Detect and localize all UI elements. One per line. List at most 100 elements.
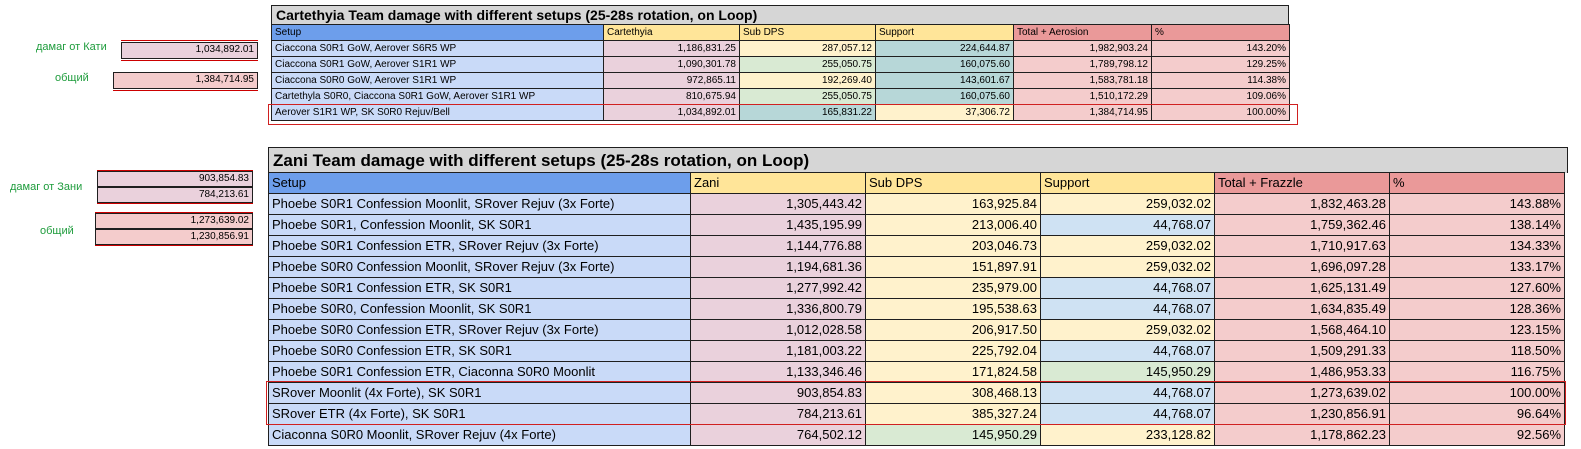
total-cell[interactable]: 1,273,639.02 <box>1214 382 1390 404</box>
header-percent[interactable]: % <box>1151 24 1290 41</box>
percent-cell[interactable]: 127.60% <box>1389 277 1565 299</box>
character-cell[interactable]: 1,090,301.78 <box>603 56 740 73</box>
setup-cell[interactable]: Phoebe S0R1 Confession ETR, SK S0R1 <box>268 277 691 299</box>
sub-dps-cell[interactable]: 192,269.40 <box>739 72 876 89</box>
character-cell[interactable]: 810,675.94 <box>603 88 740 105</box>
percent-cell[interactable]: 128.36% <box>1389 298 1565 320</box>
sub-dps-cell[interactable]: 308,468.13 <box>865 382 1041 404</box>
total-cell[interactable]: 1,568,464.10 <box>1214 319 1390 341</box>
setup-cell[interactable]: Ciaccona S0R0 GoW, Aerover S1R1 WP <box>271 72 604 89</box>
setup-cell[interactable]: Ciaccona S0R1 GoW, Aerover S1R1 WP <box>271 56 604 73</box>
percent-cell[interactable]: 143.20% <box>1151 40 1290 57</box>
sub-dps-cell[interactable]: 235,979.00 <box>865 277 1041 299</box>
setup-cell[interactable]: SRover ETR (4x Forte), SK S0R1 <box>268 403 691 425</box>
header-total[interactable]: Total + Frazzle <box>1214 172 1390 194</box>
support-cell[interactable]: 160,075.60 <box>875 56 1014 73</box>
percent-cell[interactable]: 133.17% <box>1389 256 1565 278</box>
total-cell[interactable]: 1,634,835.49 <box>1214 298 1390 320</box>
total-cell[interactable]: 1,230,856.91 <box>1214 403 1390 425</box>
setup-cell[interactable]: Phoebe S0R0, Confession Moonlit, SK S0R1 <box>268 298 691 320</box>
setup-cell[interactable]: Phoebe S0R1 Confession ETR, SRover Rejuv… <box>268 235 691 257</box>
character-cell[interactable]: 1,181,003.22 <box>690 340 866 362</box>
total-cell[interactable]: 1,625,131.49 <box>1214 277 1390 299</box>
total-cell[interactable]: 1,832,463.28 <box>1214 193 1390 215</box>
character-cell[interactable]: 1,435,195.99 <box>690 214 866 236</box>
total-cell[interactable]: 1,510,172.29 <box>1013 88 1152 105</box>
header-character[interactable]: Cartethyia <box>603 24 740 41</box>
percent-cell[interactable]: 138.14% <box>1389 214 1565 236</box>
setup-cell[interactable]: Ciaccona S0R1 GoW, Aerover S6R5 WP <box>271 40 604 57</box>
zani-total-cell-1[interactable]: 1,273,639.02 <box>95 213 253 229</box>
header-setup[interactable]: Setup <box>268 172 691 194</box>
zani-damage-cell-1[interactable]: 903,854.83 <box>97 171 253 187</box>
setup-cell[interactable]: Cartethyla S0R0, Ciaccona S0R1 GoW, Aero… <box>271 88 604 105</box>
setup-cell[interactable]: Phoebe S0R0 Confession ETR, SRover Rejuv… <box>268 319 691 341</box>
zani-damage-cell-2[interactable]: 784,213.61 <box>97 187 253 203</box>
setup-cell[interactable]: Phoebe S0R1 Confession Moonlit, SRover R… <box>268 193 691 215</box>
total-cell[interactable]: 1,509,291.33 <box>1214 340 1390 362</box>
total-cell[interactable]: 1,710,917.63 <box>1214 235 1390 257</box>
support-cell[interactable]: 44,768.07 <box>1040 382 1215 404</box>
total-cell[interactable]: 1,178,862.23 <box>1214 424 1390 446</box>
character-cell[interactable]: 1,194,681.36 <box>690 256 866 278</box>
header-support[interactable]: Support <box>1040 172 1215 194</box>
setup-cell[interactable]: Phoebe S0R0 Confession ETR, SK S0R1 <box>268 340 691 362</box>
sub-dps-cell[interactable]: 203,046.73 <box>865 235 1041 257</box>
sub-dps-cell[interactable]: 255,050.75 <box>739 88 876 105</box>
sub-dps-cell[interactable]: 165,831.22 <box>739 104 876 121</box>
support-cell[interactable]: 160,075.60 <box>875 88 1014 105</box>
header-percent[interactable]: % <box>1389 172 1565 194</box>
percent-cell[interactable]: 143.88% <box>1389 193 1565 215</box>
percent-cell[interactable]: 118.50% <box>1389 340 1565 362</box>
character-cell[interactable]: 972,865.11 <box>603 72 740 89</box>
setup-cell[interactable]: Phoebe S0R1 Confession ETR, Ciaconna S0R… <box>268 361 691 383</box>
sub-dps-cell[interactable]: 225,792.04 <box>865 340 1041 362</box>
support-cell[interactable]: 145,950.29 <box>1040 361 1215 383</box>
total-cell[interactable]: 1,759,362.46 <box>1214 214 1390 236</box>
total-cell[interactable]: 1,696,097.28 <box>1214 256 1390 278</box>
support-cell[interactable]: 143,601.67 <box>875 72 1014 89</box>
sub-dps-cell[interactable]: 151,897.91 <box>865 256 1041 278</box>
cart-damage-cell[interactable]: 1,034,892.01 <box>121 42 258 59</box>
percent-cell[interactable]: 96.64% <box>1389 403 1565 425</box>
percent-cell[interactable]: 123.15% <box>1389 319 1565 341</box>
support-cell[interactable]: 37,306.72 <box>875 104 1014 121</box>
character-cell[interactable]: 1,144,776.88 <box>690 235 866 257</box>
percent-cell[interactable]: 134.33% <box>1389 235 1565 257</box>
total-cell[interactable]: 1,583,781.18 <box>1013 72 1152 89</box>
header-total[interactable]: Total + Aerosion <box>1013 24 1152 41</box>
character-cell[interactable]: 764,502.12 <box>690 424 866 446</box>
support-cell[interactable]: 44,768.07 <box>1040 403 1215 425</box>
total-cell[interactable]: 1,486,953.33 <box>1214 361 1390 383</box>
percent-cell[interactable]: 114.38% <box>1151 72 1290 89</box>
header-sub-dps[interactable]: Sub DPS <box>739 24 876 41</box>
header-character[interactable]: Zani <box>690 172 866 194</box>
character-cell[interactable]: 1,012,028.58 <box>690 319 866 341</box>
total-cell[interactable]: 1,982,903.24 <box>1013 40 1152 57</box>
sub-dps-cell[interactable]: 385,327.24 <box>865 403 1041 425</box>
header-setup[interactable]: Setup <box>271 24 604 41</box>
sub-dps-cell[interactable]: 206,917.50 <box>865 319 1041 341</box>
sub-dps-cell[interactable]: 145,950.29 <box>865 424 1041 446</box>
percent-cell[interactable]: 129.25% <box>1151 56 1290 73</box>
setup-cell[interactable]: Aerover S1R1 WP, SK S0R0 Rejuv/Bell <box>271 104 604 121</box>
character-cell[interactable]: 1,277,992.42 <box>690 277 866 299</box>
setup-cell[interactable]: Ciaconna S0R0 Moonlit, SRover Rejuv (4x … <box>268 424 691 446</box>
cart-total-cell[interactable]: 1,384,714.95 <box>113 72 258 89</box>
setup-cell[interactable]: Phoebe S0R1, Confession Moonlit, SK S0R1 <box>268 214 691 236</box>
support-cell[interactable]: 44,768.07 <box>1040 214 1215 236</box>
sub-dps-cell[interactable]: 163,925.84 <box>865 193 1041 215</box>
support-cell[interactable]: 233,128.82 <box>1040 424 1215 446</box>
character-cell[interactable]: 1,186,831.25 <box>603 40 740 57</box>
support-cell[interactable]: 259,032.02 <box>1040 193 1215 215</box>
percent-cell[interactable]: 109.06% <box>1151 88 1290 105</box>
total-cell[interactable]: 1,789,798.12 <box>1013 56 1152 73</box>
support-cell[interactable]: 44,768.07 <box>1040 340 1215 362</box>
character-cell[interactable]: 1,034,892.01 <box>603 104 740 121</box>
percent-cell[interactable]: 100.00% <box>1151 104 1290 121</box>
header-support[interactable]: Support <box>875 24 1014 41</box>
sub-dps-cell[interactable]: 255,050.75 <box>739 56 876 73</box>
sub-dps-cell[interactable]: 213,006.40 <box>865 214 1041 236</box>
zani-total-cell-2[interactable]: 1,230,856.91 <box>95 229 253 245</box>
character-cell[interactable]: 1,133,346.46 <box>690 361 866 383</box>
